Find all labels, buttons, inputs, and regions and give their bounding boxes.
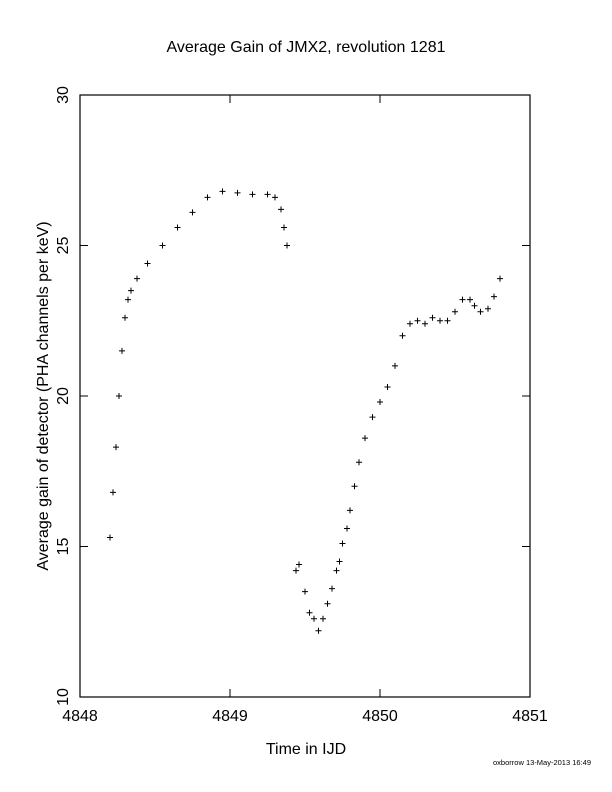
x-tick-label: 4851 [512,708,548,725]
data-point-2-22 [399,332,406,339]
data-point-1-7 [125,296,131,303]
data-point-2-3 [302,588,308,595]
data-point-1-19 [272,194,278,201]
plot-frame [79,94,531,698]
y-tick-label: 10 [55,688,72,706]
data-point-1-9 [134,275,140,282]
data-point-1-5 [119,347,125,354]
data-point-1-17 [249,191,256,198]
data-point-1-22 [284,242,290,249]
data-point-1-18 [264,191,271,198]
data-point-2-1 [293,567,299,574]
y-axis-label: Average gain of detector (PHA channels p… [35,221,52,570]
data-point-2-8 [324,600,331,607]
x-axis-label: Time in IJD [266,741,346,758]
data-point-2-7 [320,615,326,622]
chart-title: Average Gain of JMX2, revolution 1281 [167,39,446,56]
data-point-1-15 [219,188,226,195]
data-point-2-29 [452,308,458,315]
x-tick-label: 4850 [362,708,398,725]
x-tick-label: 4849 [212,708,248,725]
data-point-1-14 [204,194,211,201]
x-tick-label: 4848 [62,708,98,725]
data-point-2-25 [422,320,428,327]
data-point-2-12 [339,540,346,547]
data-point-2-23 [407,320,413,327]
data-point-2-19 [377,399,383,406]
data-point-2-4 [306,609,313,616]
data-point-2-11 [336,558,343,565]
data-point-2-2 [296,561,302,568]
data-point-2-15 [351,483,358,490]
data-point-1-10 [144,260,151,267]
data-point-1-4 [116,393,122,399]
data-point-2-14 [347,507,353,514]
data-point-2-16 [356,459,362,466]
y-tick-label: 20 [55,387,72,405]
data-point-2-32 [471,302,478,309]
data-point-2-10 [333,567,340,574]
data-point-1-12 [174,224,181,231]
data-point-2-20 [384,383,391,390]
y-tick-label: 30 [55,86,72,104]
y-tick-label: 15 [55,538,72,556]
data-point-2-13 [344,525,350,532]
data-point-2-31 [467,296,473,303]
data-point-1-16 [234,189,241,196]
data-point-2-35 [491,293,497,300]
data-point-2-17 [362,435,368,442]
footer-credit: oxborrow 13-May-2013 16:49 [493,758,591,767]
axis-ticks: 4848 4849 4850 4851 10 15 20 25 30 [55,86,548,725]
data-point-2-5 [311,615,317,622]
data-point-2-28 [444,317,451,324]
data-point-2-6 [315,627,322,634]
data-points [107,188,503,634]
data-point-2-26 [429,314,436,321]
y-tick-label: 25 [55,237,72,255]
data-point-2-18 [369,414,376,421]
data-point-2-33 [477,308,484,315]
data-point-2-21 [392,362,398,369]
data-point-1-13 [189,209,196,216]
data-point-1-21 [281,224,287,231]
data-point-1-8 [128,287,134,294]
data-point-2-36 [497,275,503,282]
data-point-1-6 [122,314,128,321]
data-point-1-2 [110,489,116,496]
data-point-1-11 [159,242,166,249]
data-point-1-20 [278,206,284,213]
data-point-2-30 [459,296,466,303]
data-point-1-1 [107,534,113,541]
data-point-2-9 [329,585,335,592]
data-point-1-3 [113,444,119,451]
data-point-2-34 [485,305,491,312]
data-point-2-27 [437,317,443,324]
data-point-2-24 [414,317,421,324]
